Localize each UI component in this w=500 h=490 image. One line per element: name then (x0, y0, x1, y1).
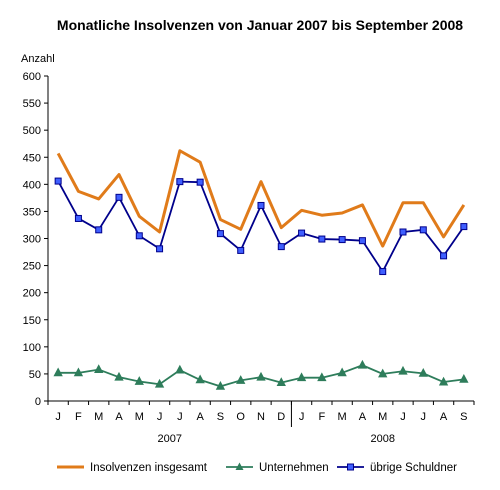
data-point (419, 226, 427, 234)
y-tick-label: 500 (23, 125, 41, 137)
data-point (134, 376, 144, 385)
data-point (438, 376, 449, 386)
data-point (318, 235, 326, 243)
data-point (256, 371, 266, 381)
data-point (95, 226, 103, 234)
data-point (74, 214, 82, 222)
chart-title: Monatliche Insolvenzen von Januar 2007 b… (57, 17, 463, 33)
data-point (135, 232, 143, 240)
data-point (114, 371, 124, 381)
data-point (154, 378, 165, 388)
data-point (195, 374, 205, 384)
data-point (196, 178, 204, 186)
data-point (459, 373, 469, 383)
data-point (379, 268, 387, 276)
y-tick-label: 450 (23, 152, 41, 164)
data-point (337, 367, 347, 377)
y-tick-label: 200 (23, 288, 41, 300)
x-tick-label: A (115, 411, 123, 423)
y-tick-label: 600 (23, 71, 41, 83)
data-point (357, 359, 368, 369)
data-point (54, 177, 62, 185)
x-tick-label: A (196, 411, 204, 423)
x-tick-label: J (157, 411, 163, 423)
data-point (215, 381, 226, 390)
data-point (296, 372, 307, 382)
y-tick-label: 100 (23, 342, 41, 354)
x-tick-label: J (55, 411, 61, 423)
data-point (358, 237, 366, 245)
data-point (418, 368, 428, 377)
y-tick-label: 150 (23, 315, 41, 327)
data-point (460, 223, 468, 231)
x-tick-label: M (135, 411, 144, 423)
y-axis-label: Anzahl (21, 53, 55, 65)
data-point (53, 367, 63, 377)
data-point (115, 193, 123, 201)
y-tick-label: 400 (23, 179, 41, 191)
y-tick-label: 350 (23, 206, 41, 218)
y-tick-label: 300 (23, 234, 41, 246)
x-tick-label: N (257, 411, 265, 423)
legend-label: Unternehmen (259, 462, 329, 474)
x-tick-label: O (236, 411, 245, 423)
y-tick-label: 50 (29, 369, 41, 381)
data-point (237, 246, 245, 254)
data-point (156, 245, 164, 253)
data-point (276, 377, 286, 386)
x-tick-label: J (421, 411, 427, 423)
data-point (176, 178, 184, 186)
legend-swatch-marker (347, 463, 354, 471)
data-point (317, 372, 327, 382)
data-point (277, 243, 285, 251)
x-tick-label: J (400, 411, 406, 423)
x-tick-label: F (75, 411, 82, 423)
year-label: 2007 (157, 433, 181, 445)
data-point (216, 230, 224, 238)
x-tick-label: S (460, 411, 467, 423)
data-point (257, 201, 265, 209)
legend-label: übrige Schuldner (370, 462, 457, 474)
x-tick-label: S (217, 411, 224, 423)
legend-swatch-marker (235, 462, 244, 470)
series-line-0 (56, 149, 466, 248)
x-tick-label: J (177, 411, 183, 423)
x-tick-label: A (359, 411, 367, 423)
x-tick-label: A (440, 411, 448, 423)
legend: Insolvenzen insgesamt Unternehmen übrige S… (57, 462, 457, 474)
x-tick-label: J (299, 411, 305, 423)
y-tick-label: 0 (35, 396, 41, 408)
data-point (236, 375, 246, 384)
data-point (378, 368, 388, 378)
y-tick-label: 250 (23, 261, 41, 273)
data-point (398, 365, 408, 375)
data-point (338, 236, 346, 244)
data-point (175, 364, 185, 374)
data-point (399, 228, 407, 236)
legend-label: Insolvenzen insgesamt (90, 462, 208, 474)
y-tick-label: 550 (23, 98, 41, 110)
data-point (440, 252, 448, 260)
x-tick-label: M (94, 411, 103, 423)
x-tick-label: F (318, 411, 325, 423)
data-point (298, 229, 306, 237)
data-point (94, 364, 104, 373)
x-tick-label: D (277, 411, 285, 423)
x-tick-label: M (378, 411, 387, 423)
year-label: 2008 (370, 433, 394, 445)
data-point (73, 367, 84, 377)
x-tick-label: M (338, 411, 347, 423)
